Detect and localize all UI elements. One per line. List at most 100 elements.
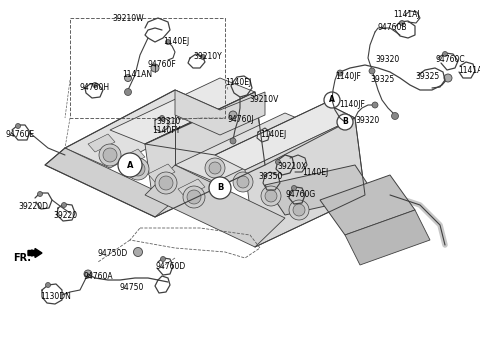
Circle shape (159, 115, 165, 120)
Text: 39320: 39320 (355, 116, 379, 125)
Text: 39210X: 39210X (277, 162, 306, 171)
Text: 94760F: 94760F (148, 60, 177, 69)
Text: 39325: 39325 (415, 72, 439, 81)
Text: 1141AJ: 1141AJ (393, 10, 420, 19)
Circle shape (151, 64, 159, 72)
Polygon shape (265, 165, 375, 215)
Circle shape (187, 190, 201, 204)
Text: 94750D: 94750D (97, 249, 127, 258)
Text: A: A (127, 161, 133, 169)
Text: 94760G: 94760G (285, 190, 315, 199)
Circle shape (159, 176, 173, 190)
Text: B: B (342, 117, 348, 126)
Text: 1140EJ: 1140EJ (225, 78, 251, 87)
Circle shape (291, 185, 297, 190)
Circle shape (118, 153, 142, 177)
Circle shape (61, 203, 67, 208)
Text: 39350: 39350 (258, 172, 282, 181)
Polygon shape (175, 90, 265, 135)
Text: 94760B: 94760B (378, 23, 408, 32)
Circle shape (399, 21, 405, 26)
Text: 1140FY: 1140FY (152, 126, 180, 135)
FancyArrow shape (28, 248, 42, 257)
Text: 94760E: 94760E (5, 130, 34, 139)
Text: B: B (217, 183, 223, 193)
Polygon shape (65, 90, 220, 168)
Circle shape (229, 111, 237, 119)
Text: FR.: FR. (13, 253, 31, 263)
Circle shape (37, 192, 43, 197)
Circle shape (15, 124, 21, 129)
Circle shape (444, 74, 452, 82)
Polygon shape (145, 92, 265, 217)
Circle shape (46, 283, 50, 288)
Circle shape (293, 204, 305, 216)
Polygon shape (110, 78, 255, 144)
Bar (70, 18, 225, 118)
Text: 1141AN: 1141AN (122, 70, 152, 79)
Polygon shape (88, 134, 115, 152)
Text: 39220D: 39220D (18, 202, 48, 211)
Circle shape (205, 158, 225, 178)
Text: 39320: 39320 (375, 55, 399, 64)
Text: 94760J: 94760J (228, 115, 254, 124)
Polygon shape (45, 148, 175, 217)
Circle shape (84, 270, 92, 278)
Circle shape (261, 186, 281, 206)
Text: 94760A: 94760A (83, 272, 113, 281)
Circle shape (369, 68, 375, 74)
Circle shape (99, 144, 121, 166)
Circle shape (183, 186, 205, 208)
Circle shape (124, 74, 132, 82)
Text: 1130DN: 1130DN (40, 292, 71, 301)
Circle shape (166, 40, 170, 44)
Circle shape (201, 54, 205, 59)
Circle shape (392, 112, 398, 120)
Text: 39210Y: 39210Y (193, 52, 222, 61)
Circle shape (337, 114, 353, 130)
Circle shape (337, 70, 343, 76)
Text: 94760D: 94760D (155, 262, 185, 271)
Polygon shape (178, 179, 205, 197)
Circle shape (443, 52, 447, 57)
Polygon shape (345, 210, 430, 265)
Polygon shape (175, 113, 325, 182)
Circle shape (372, 102, 378, 108)
Circle shape (160, 257, 166, 262)
Circle shape (131, 162, 145, 176)
Circle shape (233, 172, 253, 192)
Text: 94760H: 94760H (80, 83, 110, 92)
Text: 39310: 39310 (156, 117, 180, 126)
Circle shape (124, 89, 132, 95)
Text: 1140JF: 1140JF (339, 100, 365, 109)
Text: 94750: 94750 (120, 283, 144, 292)
Polygon shape (148, 164, 175, 182)
Circle shape (127, 158, 149, 180)
Circle shape (265, 190, 277, 202)
Polygon shape (215, 103, 355, 170)
Polygon shape (118, 149, 145, 167)
Polygon shape (145, 165, 285, 247)
Text: 39325: 39325 (370, 75, 394, 84)
Circle shape (289, 200, 309, 220)
Text: A: A (329, 95, 335, 105)
Text: 1140EJ: 1140EJ (302, 168, 328, 177)
Circle shape (209, 162, 221, 174)
Polygon shape (320, 175, 415, 235)
Circle shape (324, 92, 340, 108)
Circle shape (276, 159, 280, 164)
Circle shape (230, 138, 236, 144)
Text: 1140EJ: 1140EJ (260, 130, 286, 139)
Text: 94760C: 94760C (436, 55, 466, 64)
Circle shape (155, 172, 177, 194)
Circle shape (103, 148, 117, 162)
Text: 39210W: 39210W (112, 14, 144, 23)
Polygon shape (245, 118, 365, 247)
Text: 1140EJ: 1140EJ (163, 37, 189, 46)
Text: 39220: 39220 (53, 211, 77, 220)
Circle shape (93, 83, 97, 88)
Text: 1140JF: 1140JF (335, 72, 361, 81)
Circle shape (133, 247, 143, 257)
Circle shape (209, 177, 231, 199)
Circle shape (237, 176, 249, 188)
